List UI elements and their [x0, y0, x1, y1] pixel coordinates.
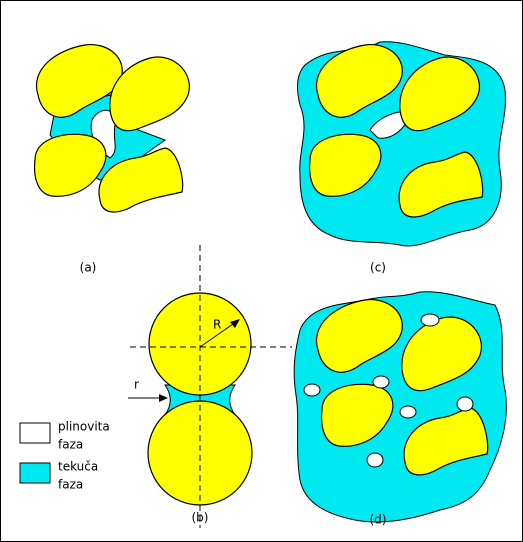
gas-pore	[367, 453, 383, 467]
gas-pore	[304, 384, 320, 396]
panel-label: (b)	[192, 511, 209, 525]
panel-d: (d)	[294, 292, 506, 527]
gas-pore	[421, 314, 439, 326]
legend-label: faza	[58, 438, 83, 452]
gas-pore	[400, 406, 416, 418]
panel-label: (a)	[80, 261, 97, 275]
legend-label: tekuča	[58, 460, 98, 474]
panel-label: (d)	[370, 513, 387, 527]
diagram: (a) (c) R r (b) (d)	[0, 0, 523, 542]
gas-pore	[457, 397, 473, 411]
radius-label: R	[213, 318, 221, 332]
panel-label: (c)	[370, 261, 386, 275]
legend-swatch	[20, 463, 50, 483]
legend-label: plinovita	[58, 420, 110, 434]
legend-swatch	[20, 423, 50, 443]
legend-label: faza	[58, 478, 83, 492]
neck-label: r	[134, 378, 139, 392]
gas-pore	[373, 376, 389, 388]
